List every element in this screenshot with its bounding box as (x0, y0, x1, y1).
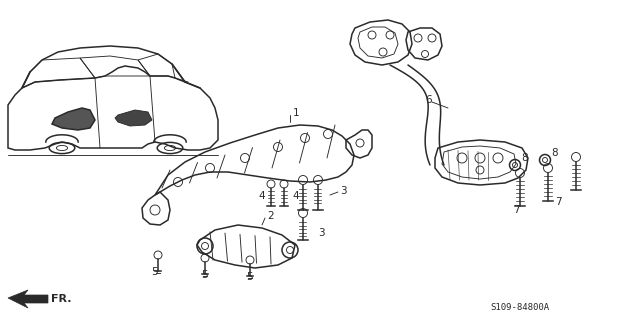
Text: 1: 1 (293, 108, 300, 118)
Text: 5: 5 (151, 267, 157, 277)
Text: 6: 6 (425, 95, 432, 105)
Text: 5: 5 (247, 272, 254, 282)
Text: 7: 7 (513, 205, 520, 215)
Text: 7: 7 (555, 197, 562, 207)
Text: 2: 2 (267, 211, 274, 221)
Text: 3: 3 (340, 186, 347, 196)
Text: FR.: FR. (51, 294, 72, 304)
Text: 8: 8 (551, 148, 558, 158)
Text: 4: 4 (292, 191, 299, 201)
Text: 3: 3 (318, 228, 325, 238)
Text: S109-84800A: S109-84800A (490, 303, 549, 313)
Polygon shape (115, 110, 152, 126)
Text: 5: 5 (202, 270, 209, 280)
Polygon shape (52, 108, 95, 130)
Text: 8: 8 (521, 153, 527, 163)
Circle shape (137, 115, 143, 121)
Polygon shape (8, 290, 48, 308)
Text: 4: 4 (258, 191, 264, 201)
